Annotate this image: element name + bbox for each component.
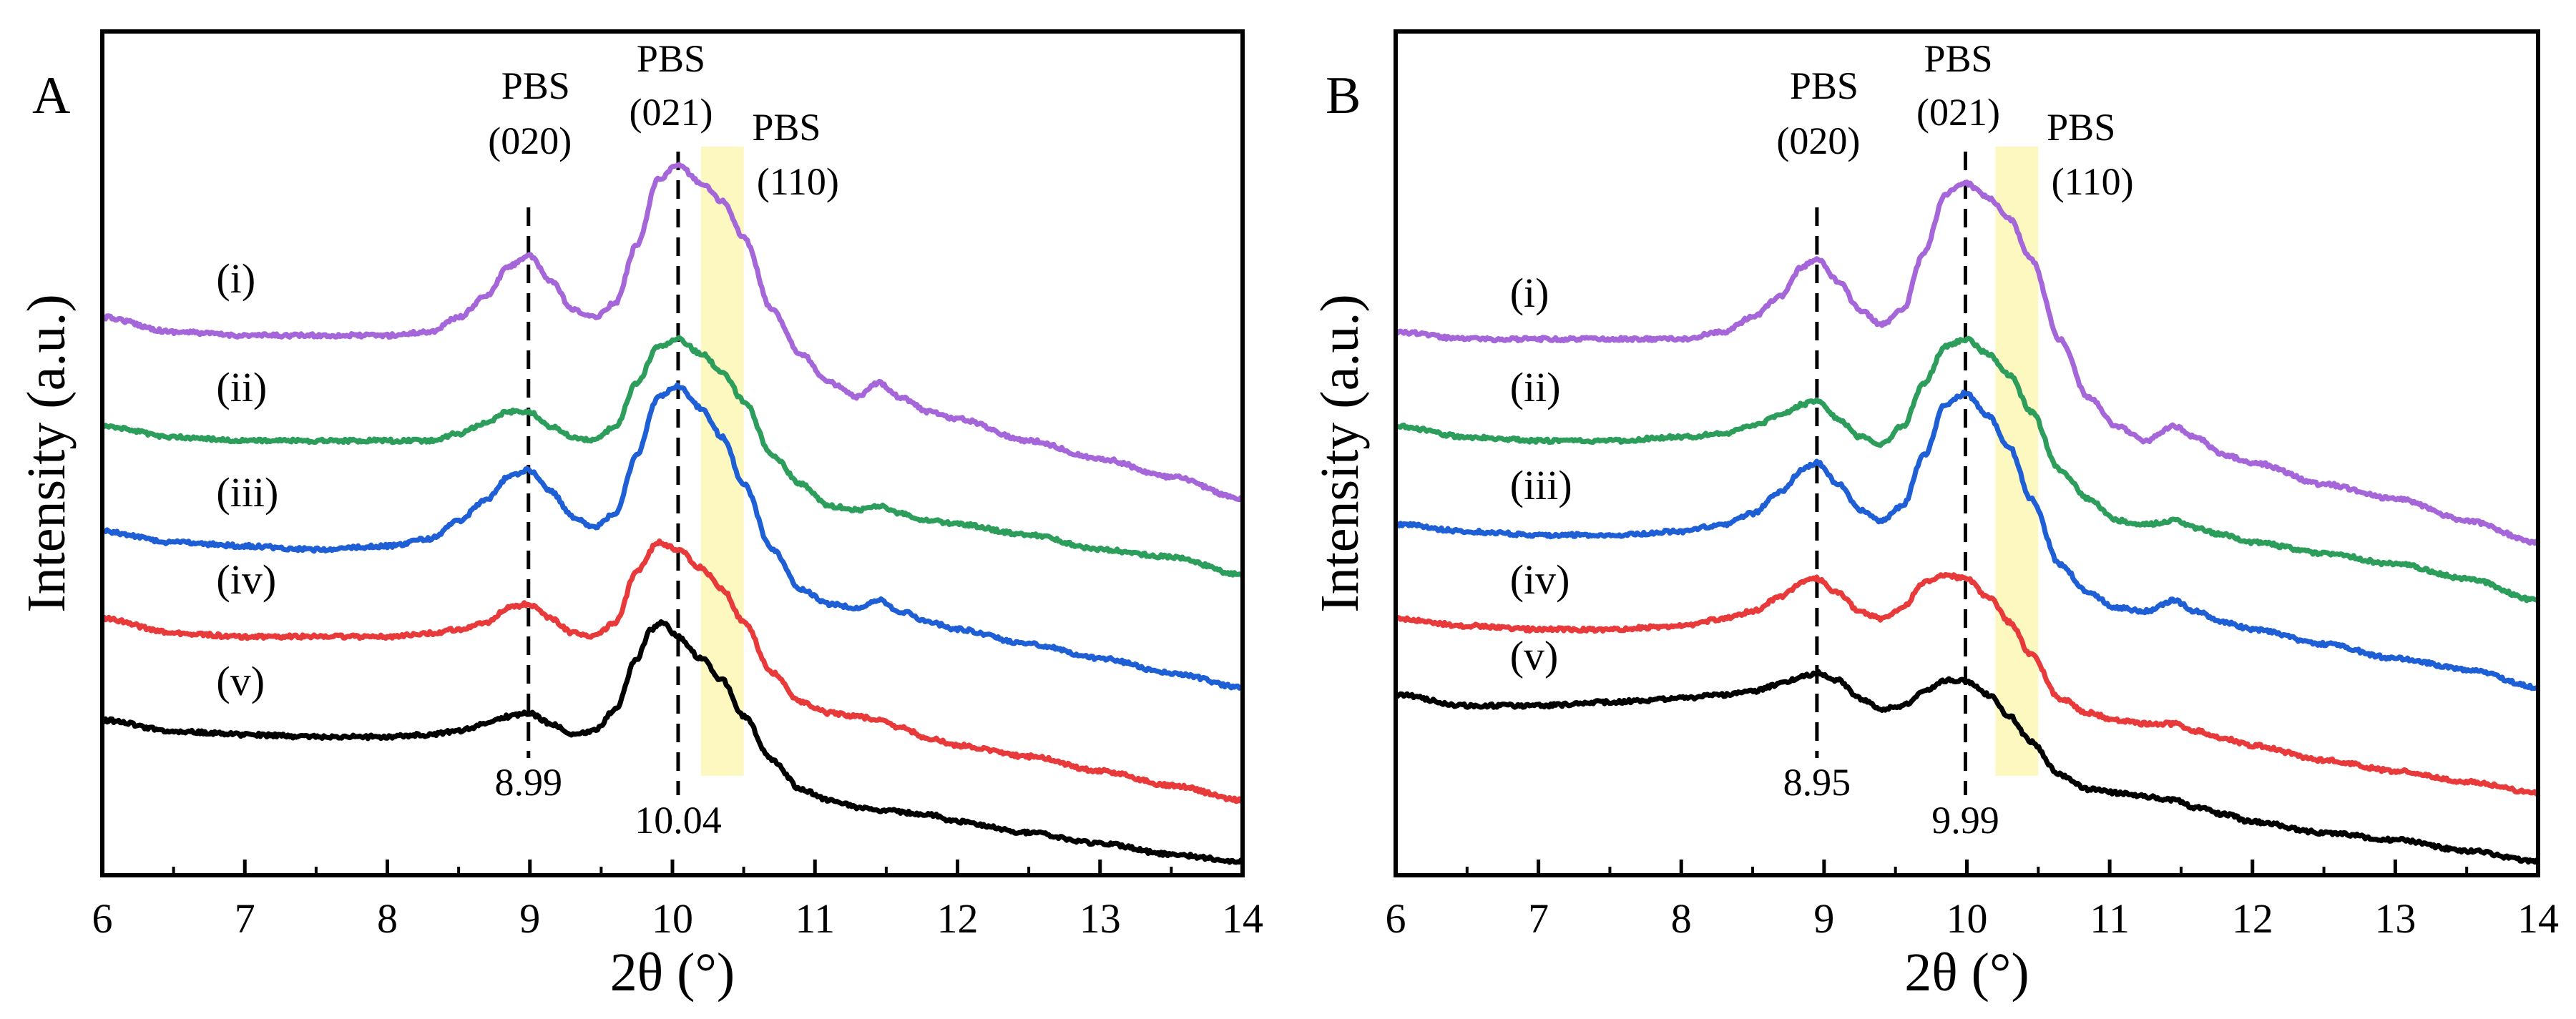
- panel-A: (i) (ii) (iii) (iv) (v) 6 7 8 9 10 11 12 13 14 2θ (°) I…: [16, 29, 1263, 1003]
- series-line-iii: [1394, 389, 2540, 691]
- peak-position-label: 8.95: [1783, 761, 1851, 804]
- panel-letter: A: [32, 67, 70, 125]
- peak-position-label: 10.04: [635, 799, 722, 842]
- series-label-iv: (iv): [1510, 556, 1570, 603]
- x-tick-label-12: 12: [2232, 895, 2273, 942]
- y-axis-label: Intensity (a.u.): [16, 294, 77, 612]
- x-tick-label-7: 7: [1528, 895, 1549, 942]
- peak-name-020: PBS: [501, 64, 570, 107]
- series-line-v: [99, 619, 1245, 865]
- series-label-ii: (ii): [1510, 364, 1561, 410]
- series-label-ii: (ii): [216, 364, 267, 410]
- series-line-i: [100, 162, 1245, 503]
- x-tick-label-12: 12: [937, 895, 979, 942]
- series-line-iv: [101, 538, 1245, 804]
- peak-name-110: PBS: [2047, 106, 2115, 149]
- x-tick-label-13: 13: [2374, 895, 2416, 942]
- x-tick-label-10: 10: [1946, 895, 1988, 942]
- series-label-v: (v): [216, 658, 265, 704]
- x-tick-label-6: 6: [92, 895, 113, 942]
- x-tick-label-14: 14: [1222, 895, 1263, 942]
- series-label-iii: (iii): [1510, 462, 1572, 508]
- series-line-i: [1393, 179, 2540, 546]
- peak-name-021: PBS: [1924, 37, 1992, 80]
- x-tick-label-14: 14: [2517, 895, 2559, 942]
- y-axis-label: Intensity (a.u.): [1310, 294, 1370, 612]
- x-tick-label-13: 13: [1079, 895, 1121, 942]
- peak-index-110: (110): [2052, 160, 2134, 203]
- highlight-band: [700, 147, 744, 776]
- peak-index-021: (021): [629, 91, 712, 134]
- series-line-ii: [1394, 335, 2540, 604]
- series-label-iii: (iii): [216, 469, 278, 516]
- x-tick-label-9: 9: [519, 895, 540, 942]
- x-axis-label: 2θ (°): [1904, 942, 2029, 1003]
- x-tick-label-11: 11: [795, 895, 835, 942]
- peak-index-020: (020): [1776, 119, 1860, 162]
- series-label-iv: (iv): [216, 556, 276, 603]
- peak-name-110: PBS: [752, 106, 821, 149]
- peak-position-label: 9.99: [1931, 799, 1999, 842]
- series-line-iv: [1394, 571, 2540, 797]
- series-line-ii: [100, 335, 1245, 579]
- peak-position-label: 8.99: [495, 761, 563, 804]
- peak-index-021: (021): [1916, 91, 2000, 134]
- panel-letter: B: [1326, 67, 1361, 125]
- series-line-v: [1393, 669, 2540, 865]
- series-label-v: (v): [1510, 633, 1559, 679]
- x-tick-label-6: 6: [1386, 895, 1406, 942]
- series-label-i: (i): [1510, 270, 1549, 316]
- peak-name-021: PBS: [637, 37, 705, 80]
- x-tick-label-10: 10: [652, 895, 693, 942]
- peak-index-020: (020): [488, 119, 572, 162]
- peak-name-020: PBS: [1790, 64, 1858, 107]
- x-tick-label-8: 8: [377, 895, 398, 942]
- x-tick-label-11: 11: [2090, 895, 2130, 942]
- x-tick-label-8: 8: [1671, 895, 1692, 942]
- series-line-iii: [101, 382, 1245, 691]
- panel-B: (i) (ii) (iii) (iv) (v) 6 7 8 9 10 11 12 13 14 2θ (°) I…: [1310, 29, 2559, 1003]
- series-label-i: (i): [216, 255, 255, 302]
- x-tick-label-9: 9: [1813, 895, 1834, 942]
- peak-index-110: (110): [757, 160, 839, 203]
- x-tick-label-7: 7: [235, 895, 255, 942]
- x-axis-label: 2θ (°): [610, 942, 735, 1003]
